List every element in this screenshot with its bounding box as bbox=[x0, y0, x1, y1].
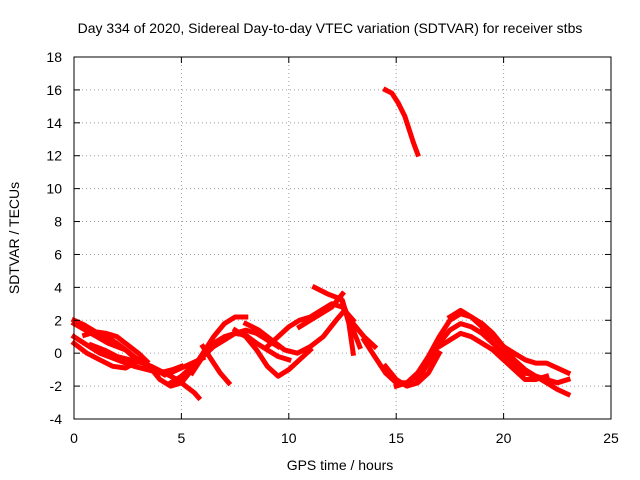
y-tick-label: 8 bbox=[54, 214, 62, 230]
y-axis-label: SDTVAR / TECUs bbox=[6, 182, 22, 294]
y-tick-label: 12 bbox=[46, 148, 62, 164]
series-line-sat-10 bbox=[199, 343, 233, 387]
x-tick-label: 15 bbox=[388, 430, 404, 446]
y-tick-label: 4 bbox=[54, 279, 62, 295]
x-tick-label: 5 bbox=[178, 430, 186, 446]
y-tick-label: 6 bbox=[54, 246, 62, 262]
tick-labels: 0 5 10 15 20 25 -4 -2 0 2 4 6 8 10 12 14 16 18 bbox=[46, 49, 619, 446]
x-tick-label: 20 bbox=[496, 430, 512, 446]
series-line-sat-20 bbox=[414, 321, 529, 383]
grid-lines bbox=[74, 57, 611, 419]
series-line-sat-15 bbox=[296, 290, 347, 331]
series-line-sat-18 bbox=[381, 349, 443, 389]
y-tick-label: 2 bbox=[54, 312, 62, 328]
x-tick-label: 0 bbox=[70, 430, 78, 446]
series-line-sat-22 bbox=[446, 307, 572, 398]
series-line-sat-8 bbox=[167, 327, 282, 387]
data-series bbox=[70, 86, 572, 402]
series-line-sat-25 bbox=[382, 86, 421, 158]
series-line-sat-16 bbox=[337, 293, 363, 350]
y-tick-label: 16 bbox=[46, 82, 62, 98]
plot-frame bbox=[73, 56, 612, 420]
axis-ticks bbox=[73, 56, 612, 420]
x-axis-label: GPS time / hours bbox=[287, 457, 394, 473]
y-tick-label: 0 bbox=[54, 345, 62, 361]
y-tick-label: 14 bbox=[46, 115, 62, 131]
series-line-sat-24 bbox=[489, 346, 550, 382]
series-line-sat-23 bbox=[478, 326, 572, 377]
y-tick-label: -2 bbox=[50, 378, 63, 394]
x-tick-label: 10 bbox=[281, 430, 297, 446]
series-line-sat-6 bbox=[87, 341, 168, 379]
series-line-sat-11 bbox=[231, 326, 314, 379]
y-tick-label: 18 bbox=[46, 49, 62, 65]
x-tick-label: 25 bbox=[603, 430, 619, 446]
series-line-sat-5 bbox=[81, 329, 151, 365]
y-tick-label: -4 bbox=[50, 411, 63, 427]
series-line-sat-12 bbox=[242, 307, 357, 356]
chart-title: Day 334 of 2020, Sidereal Day-to-day VTE… bbox=[78, 20, 583, 36]
series-line-sat-13 bbox=[263, 301, 379, 351]
y-tick-label: 10 bbox=[46, 181, 62, 197]
